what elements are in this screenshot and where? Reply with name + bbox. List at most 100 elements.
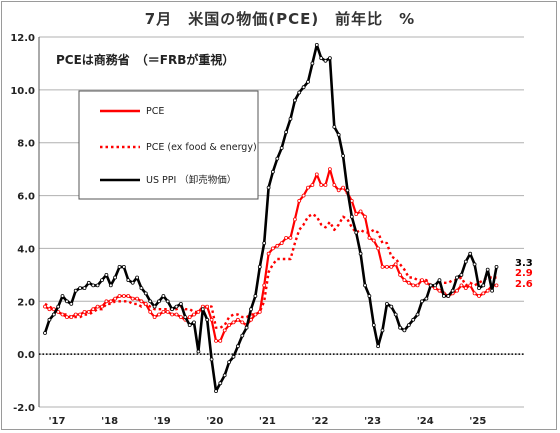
data-point [380, 264, 385, 269]
data-point [82, 286, 87, 291]
data-point [65, 299, 69, 304]
data-point [485, 288, 490, 293]
data-point [86, 309, 91, 314]
data-point [222, 373, 227, 378]
end-label-1: 2.9 [515, 268, 533, 279]
data-point [292, 217, 297, 222]
data-point [310, 183, 315, 187]
data-point [371, 238, 376, 243]
data-point [349, 198, 354, 203]
data-point [51, 312, 56, 317]
x-tick-label: '17 [49, 416, 66, 427]
data-point [494, 283, 499, 288]
y-tick-label: 0.0 [17, 350, 35, 361]
data-point [91, 283, 96, 288]
data-point [363, 283, 367, 288]
legend-label-pce: PCE [146, 106, 164, 117]
data-point [152, 315, 157, 320]
data-point [43, 304, 47, 309]
data-point [367, 235, 372, 240]
data-point [485, 267, 490, 272]
x-tick-label: '25 [469, 416, 486, 427]
data-point [358, 209, 363, 214]
data-point [266, 185, 271, 190]
data-point [240, 333, 245, 338]
data-point [490, 288, 495, 293]
data-point [218, 381, 223, 386]
data-point [406, 280, 411, 285]
data-point [270, 169, 275, 174]
data-point [437, 288, 442, 293]
data-point [336, 188, 341, 193]
data-point [319, 183, 324, 187]
legend-item-pce: PCE [100, 106, 164, 117]
data-point [292, 98, 297, 103]
data-point [249, 307, 253, 312]
data-point [227, 323, 232, 328]
data-point [240, 320, 245, 325]
data-point [349, 214, 354, 219]
data-point [205, 304, 210, 309]
data-point [192, 312, 196, 317]
y-tick-label: 6.0 [17, 192, 35, 203]
series-1 [44, 212, 497, 329]
data-point [380, 328, 385, 333]
data-point [393, 312, 398, 317]
data-point [314, 43, 319, 47]
data-point [477, 294, 481, 298]
data-point [323, 183, 328, 187]
data-point [384, 301, 389, 306]
data-point [319, 56, 324, 60]
data-point [227, 360, 232, 365]
data-point [441, 294, 446, 298]
data-point [143, 291, 148, 296]
data-point [104, 272, 109, 277]
data-point [327, 167, 332, 172]
data-point [126, 294, 131, 298]
data-point [284, 130, 289, 135]
data-point [472, 262, 477, 267]
x-tick-label: '18 [101, 416, 118, 427]
x-tick-label: '23 [364, 416, 381, 427]
series-lines [43, 43, 499, 394]
data-point [65, 315, 69, 320]
data-point [100, 278, 104, 283]
data-point [367, 294, 372, 298]
data-point [262, 283, 267, 288]
x-tick-label: '24 [417, 416, 434, 427]
legend-item-ppi: US PPI （卸売物価） [100, 174, 236, 186]
data-point [415, 312, 420, 317]
data-point [231, 354, 236, 359]
data-point [275, 243, 280, 248]
data-point [157, 312, 161, 317]
data-point [481, 291, 486, 296]
data-point [82, 309, 87, 314]
data-point [235, 344, 240, 349]
data-point [152, 304, 157, 309]
data-point [244, 325, 249, 330]
data-point [130, 280, 135, 285]
data-point [73, 312, 78, 317]
y-axis-ticks: 12.0 10.0 8.0 6.0 4.0 2.0 0.0 -2.0 [10, 33, 35, 414]
y-tick-label: -2.0 [13, 403, 35, 414]
data-point [222, 328, 227, 333]
data-point [398, 325, 403, 330]
x-tick-label: '22 [312, 416, 329, 427]
data-point [420, 278, 424, 283]
data-point [327, 56, 332, 60]
data-point [481, 283, 486, 288]
data-point [143, 301, 148, 306]
data-point [135, 275, 140, 280]
data-point [279, 146, 284, 150]
data-point [209, 357, 214, 362]
data-point [108, 299, 113, 304]
data-point [174, 304, 179, 309]
data-point [371, 323, 376, 328]
data-point [200, 307, 205, 312]
data-point [91, 307, 96, 312]
data-point [341, 185, 346, 190]
data-point [463, 286, 468, 291]
data-point [389, 264, 394, 269]
